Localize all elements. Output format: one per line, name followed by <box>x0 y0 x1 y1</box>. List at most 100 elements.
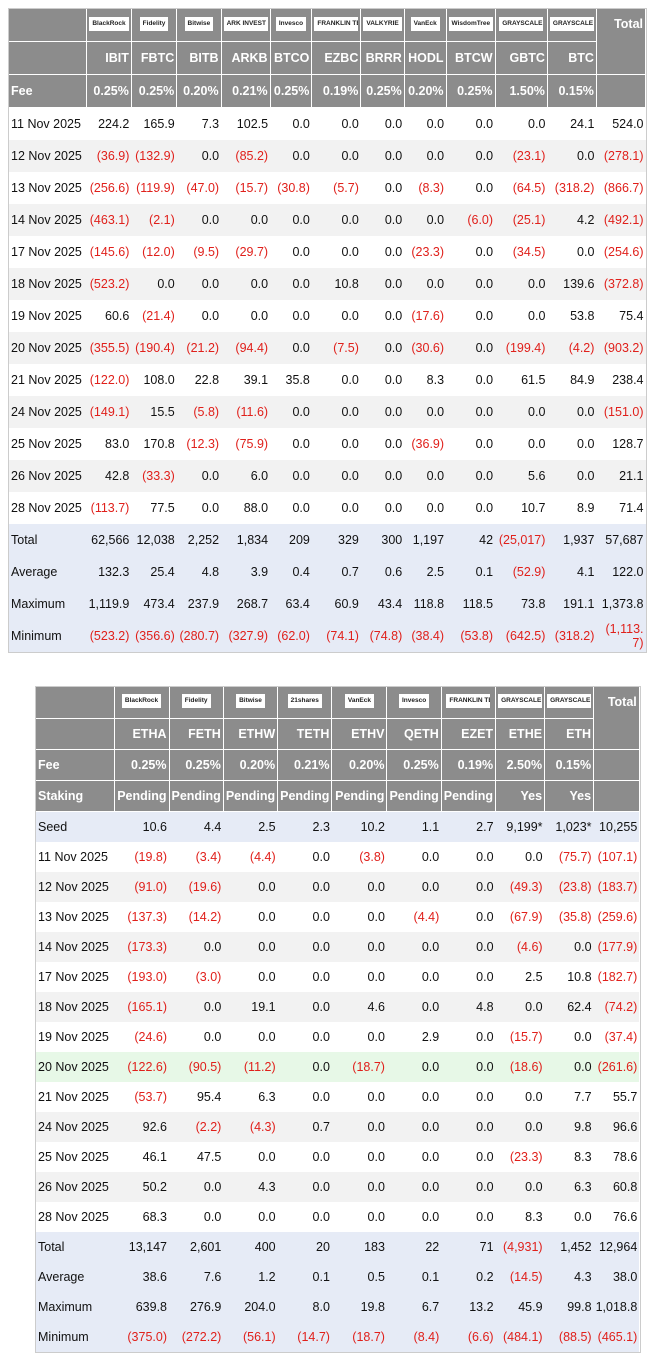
value-cell: 8.9 <box>577 501 595 515</box>
value-cell: 0.0 <box>404 268 447 300</box>
value-cell: 0.0 <box>360 460 405 492</box>
value-cell: 19.8 <box>331 1292 387 1322</box>
value-cell: (1,113.7) <box>596 620 646 652</box>
value-cell: 0.0 <box>277 1172 332 1202</box>
value-cell: (8.4) <box>386 1322 442 1352</box>
row-label: 25 Nov 2025 <box>11 437 82 451</box>
value-cell: (463.1) <box>86 204 132 236</box>
row-label: 14 Nov 2025 <box>9 204 87 236</box>
value-cell: 0.0 <box>292 309 310 323</box>
logo-cell: GRAYSCALE <box>495 9 548 42</box>
value-cell: (91.0) <box>114 872 169 902</box>
issuer-logo: WisdomTree <box>448 16 493 31</box>
row-label: 17 Nov 2025 <box>11 245 82 259</box>
issuer-logo: Bitwise <box>184 16 214 31</box>
value-cell: 0.0 <box>201 309 220 323</box>
value-cell: (190.4) <box>131 332 177 364</box>
ticker: EZET <box>441 718 497 750</box>
value-cell: 0.0 <box>331 1172 387 1202</box>
value-cell: (88.5) <box>544 1322 594 1352</box>
value-cell: 0.0 <box>367 970 385 984</box>
value-cell: 0.0 <box>384 117 403 131</box>
ticker: FBTC <box>131 41 178 75</box>
value-cell: (9.5) <box>193 245 220 259</box>
issuer-logo: GRAYSCALE <box>549 16 594 31</box>
value-cell: (7.5) <box>311 332 361 364</box>
value-cell: 62.4 <box>544 992 594 1022</box>
logo-row: BlackRock Fidelity Bitwise 21shares VanEck In… <box>36 687 640 750</box>
value-cell: 0.0 <box>528 117 546 131</box>
value-cell: (4.2) <box>547 332 597 364</box>
ticker: GBTC <box>495 41 548 75</box>
value-cell: (53.7) <box>134 1090 167 1104</box>
value-cell: (372.8) <box>596 268 646 300</box>
value-cell: (4.4) <box>249 850 276 864</box>
issuer-logo: GRAYSCALE <box>498 694 543 708</box>
value-cell: 0.0 <box>311 460 361 492</box>
value-cell: 0.0 <box>331 1112 387 1142</box>
data-row: 17 Nov 2025 (145.6) (12.0) (9.5) (29.7) 0.0 0.… <box>9 236 646 268</box>
value-cell: 6.7 <box>386 1292 442 1322</box>
value-cell: (38.4) <box>404 620 447 652</box>
value-cell: (23.8) <box>544 872 594 902</box>
row-label: Maximum <box>36 1292 114 1322</box>
ticker: BTCO <box>270 41 313 75</box>
value-cell: 1,197 <box>404 524 447 556</box>
value-cell: 0.0 <box>360 140 405 172</box>
row-label: 13 Nov 2025 <box>38 910 109 924</box>
value-cell: (3.0) <box>195 970 222 984</box>
issuer-logo: BlackRock <box>89 16 129 31</box>
value-cell: 1.2 <box>223 1262 278 1292</box>
value-cell: (318.2) <box>547 620 597 652</box>
value-cell: (52.9) <box>495 556 548 588</box>
ticker: ETHV <box>331 718 388 750</box>
value-cell: 6.0 <box>221 460 271 492</box>
value-cell: 102.5 <box>236 117 269 131</box>
value-cell: (151.0) <box>596 396 646 428</box>
value-cell: 55.7 <box>612 1090 638 1104</box>
value-cell: (14.2) <box>188 910 222 924</box>
logo-cell: VALKYRIE <box>360 9 405 42</box>
table: BlackRock Fidelity Bitwise ARK INVEST Invesc… <box>9 9 647 652</box>
value-cell: 0.0 <box>577 245 595 259</box>
data-row: 19 Nov 2025 60.6 (21.4) 0.0 0.0 0.0 0.0 0.0 (17.… <box>9 300 646 332</box>
value-cell: (29.7) <box>235 245 269 259</box>
value-cell: 0.0 <box>476 910 494 924</box>
value-cell: 204.0 <box>223 1292 278 1322</box>
logo-cell: FRANKLIN TEMPLETON <box>311 9 362 42</box>
value-cell: (4.6) <box>495 932 545 962</box>
value-cell: 53.8 <box>570 309 595 323</box>
row-label: Total <box>36 1232 114 1262</box>
value-cell: (3.8) <box>359 850 385 864</box>
fee: 0.25% <box>131 74 178 108</box>
header-cell <box>593 780 640 812</box>
value-cell: (25,017) <box>495 524 548 556</box>
value-cell: 46.1 <box>142 1150 167 1164</box>
ticker: ARKB <box>221 41 271 75</box>
issuer-logo: GRAYSCALE <box>499 16 544 31</box>
value-cell: 0.2 <box>441 1262 496 1292</box>
fee: 0.25% <box>86 74 132 108</box>
value-cell: 0.0 <box>446 460 496 492</box>
value-cell: 0.0 <box>476 970 494 984</box>
issuer-logo: VALKYRIE <box>363 16 402 31</box>
value-cell: 57,687 <box>596 524 646 556</box>
ticker: ETHA <box>114 718 170 750</box>
summary-row: Average 38.6 7.6 1.2 0.1 0.5 0.1 0.2 (14.5) 4.3 38… <box>36 1262 640 1292</box>
value-cell: (254.6) <box>603 245 644 259</box>
staking: Pending <box>277 780 333 812</box>
row-label: 28 Nov 2025 <box>38 1210 109 1224</box>
value-cell: 13,147 <box>114 1232 169 1262</box>
value-cell: (14.7) <box>277 1322 332 1352</box>
value-cell: 71.4 <box>619 501 644 515</box>
value-cell: 10.8 <box>567 970 592 984</box>
value-cell: 7.3 <box>201 117 220 131</box>
value-cell: 0.0 <box>312 850 330 864</box>
summary-row: Total 62,566 12,038 2,252 1,834 209 329 300 1,19… <box>9 524 646 556</box>
row-label: 26 Nov 2025 <box>36 1172 114 1202</box>
value-cell: 0.0 <box>270 204 312 236</box>
value-cell: (36.9) <box>86 140 132 172</box>
data-row: 28 Nov 2025 68.3 0.0 0.0 0.0 0.0 0.0 0.0 8.3 0.0 7… <box>36 1202 639 1232</box>
data-row: 21 Nov 2025 (53.7) 95.4 6.3 0.0 0.0 0.0 0.0 0.0 7… <box>36 1082 639 1112</box>
